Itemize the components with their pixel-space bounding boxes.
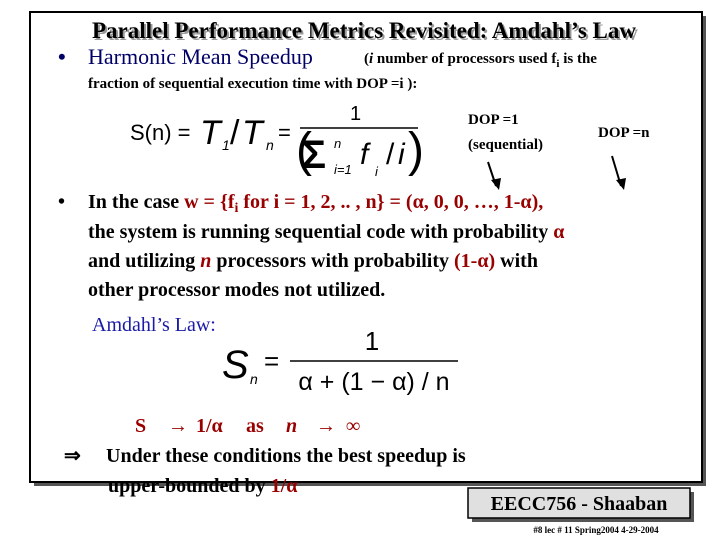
body-text: and utilizing [88, 250, 200, 272]
footer-meta: #8 lec # 11 Spring2004 4-29-2004 [533, 525, 659, 535]
body-line: Under these conditions the best speedup … [106, 445, 466, 467]
formula-text: ( [296, 124, 312, 177]
body-line: the system is running sequential code wi… [88, 221, 564, 243]
body-text: the system is running sequential code wi… [88, 221, 553, 243]
formula-text: ) [408, 124, 424, 177]
limit-text: 1/α [196, 415, 223, 437]
arrow-head [491, 178, 501, 190]
body-text: upper-bounded by [108, 475, 271, 497]
dop-label: DOP =n [598, 125, 650, 141]
amdahl-label: Amdahl’s Law: [92, 314, 216, 336]
conclusion: ⇒ Under these conditions the best speedu… [64, 445, 466, 497]
formula-text: i=1 [334, 162, 352, 177]
body-text: n [200, 250, 211, 272]
arrow-head [616, 178, 626, 190]
formula-text: 1 [350, 103, 361, 125]
formula-text: f [360, 138, 371, 171]
body-line: and utilizing n processors with probabil… [88, 250, 538, 272]
limit-text: n [286, 415, 297, 437]
formula-text: T [200, 114, 223, 152]
formula-text: α + (1 − α) / n [298, 368, 449, 396]
limit-text: as [246, 415, 264, 437]
badge [467, 487, 691, 519]
bullet-2: • In the case w = {fi for i = 1, 2, .. ,… [58, 191, 564, 301]
bullet: • [58, 44, 66, 69]
frame [29, 11, 703, 483]
body-text: with [495, 250, 538, 272]
title: Parallel Performance Metrics Revisited: … [92, 18, 636, 43]
formula-text: 1 [222, 137, 230, 153]
formula-text: n [266, 137, 274, 153]
formula-text: 1 [365, 326, 379, 356]
body-line: other processor modes not utilized. [88, 279, 385, 301]
body-text: w = {f [184, 191, 235, 213]
body-text: i [235, 201, 239, 216]
body-line: upper-bounded by 1/α [108, 475, 297, 497]
body-text: α [553, 221, 564, 243]
body-text: for i = 1, 2, .. , n} = (α, 0, 0, …, 1-α… [238, 191, 543, 213]
formula-text: = [264, 346, 279, 376]
formula-text: n [250, 371, 258, 387]
implies: ⇒ [64, 445, 81, 467]
formula-text: i [375, 164, 379, 179]
badge-text: EECC756 - Shaaban [491, 493, 668, 515]
note-line: fraction of sequential execution time wi… [88, 76, 417, 92]
note-text: ( [364, 51, 369, 67]
limit-text: ∞ [346, 415, 360, 437]
formula-text: i [398, 138, 406, 171]
note: (i number of processors used fi is the [364, 51, 597, 70]
body-text: In the case [88, 191, 184, 213]
bullet: • [58, 191, 65, 213]
formula-speedup: S(n) = T 1 / T n = 1 ( n Σ i=1 f i / i ) [130, 103, 424, 179]
note-text: is the [559, 51, 597, 67]
title-shadow: Parallel Performance Metrics Revisited: … [94, 20, 638, 45]
limit-text: → [168, 415, 188, 437]
body-text: (1-α) [454, 250, 495, 272]
note-text: i [369, 51, 374, 67]
formula-text: S [222, 343, 249, 387]
limit-text: S [135, 415, 146, 437]
formula-text: Σ [302, 133, 326, 177]
note-text: i [556, 58, 559, 70]
dop-label: DOP =1 [468, 112, 519, 128]
formula-text: n [334, 136, 341, 151]
dop-label: (sequential) [468, 137, 543, 153]
body-text: 1/α [271, 475, 298, 497]
body-line: In the case w = {fi for i = 1, 2, .. , n… [88, 191, 543, 216]
formula-text: S(n) = [130, 120, 191, 145]
formula-text: T [242, 114, 265, 152]
limit-text: → [316, 415, 336, 437]
formula-amdahl: S n = 1 α + (1 − α) / n [222, 326, 458, 396]
heading: Harmonic Mean Speedup [88, 44, 313, 69]
formula-text: / [230, 114, 240, 152]
formula-text: = [278, 120, 291, 145]
limit: S → 1/α as n → ∞ [135, 415, 360, 437]
formula-text: / [386, 138, 395, 171]
note-text: number of processors used f [373, 51, 557, 67]
body-text: processors with probability [211, 250, 454, 272]
